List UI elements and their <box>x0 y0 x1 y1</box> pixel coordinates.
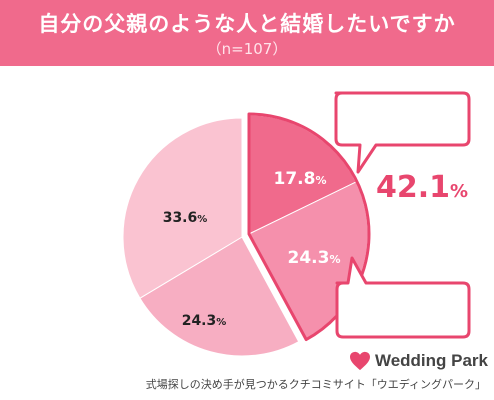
slice-value-3: 33.6% <box>163 210 208 226</box>
source-caption: 式場探しの決め手が見つかるクチコミサイト「ウエディングパーク」 <box>145 378 486 391</box>
pie-slice-2 <box>139 236 300 357</box>
brand-logo: Wedding Park <box>343 350 488 372</box>
callout-dochiraka-omou <box>335 256 471 339</box>
summary-value: 42.1% <box>376 170 468 205</box>
slice-value-1: 24.3% <box>288 248 341 268</box>
callout-omou <box>334 91 471 174</box>
slice-value-0: 17.8% <box>274 169 327 189</box>
pie-slice-3 <box>122 117 243 299</box>
chart-subtitle: （n=107） <box>206 40 288 58</box>
heart-icon <box>349 351 370 371</box>
brand-name: Wedding Park <box>374 351 488 370</box>
header-banner: 自分の父親のような人と結婚したいですか （n=107） <box>0 0 494 66</box>
chart-title: 自分の父親のような人と結婚したいですか <box>38 12 456 36</box>
slice-value-2: 24.3% <box>182 313 227 329</box>
